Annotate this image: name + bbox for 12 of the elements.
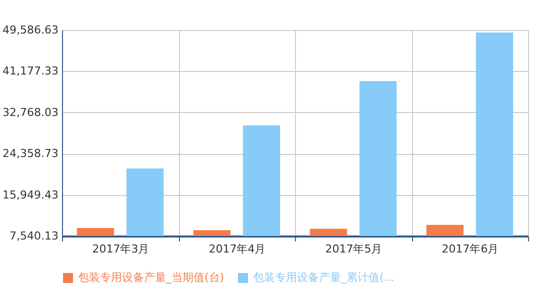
y-tick-label: 32,768.03 xyxy=(2,106,58,119)
legend-label: 包装专用设备产量_累计值(... xyxy=(253,271,394,284)
legend-label: 包装专用设备产量_当期值(台) xyxy=(78,271,224,284)
y-tick-label: 24,358.73 xyxy=(2,147,58,160)
x-tick-label: 2017年6月 xyxy=(442,242,499,256)
y-tick-label: 15,949.43 xyxy=(2,188,58,202)
x-tick-label: 2017年4月 xyxy=(208,242,266,256)
x-tick-label: 2017年3月 xyxy=(92,242,150,256)
x-tick-label: 2017年5月 xyxy=(325,242,382,256)
y-tick-label: 7,540.13 xyxy=(10,230,58,242)
y-tick-label: 49,586.63 xyxy=(2,24,58,36)
y-tick-label: 41,177.33 xyxy=(2,64,58,78)
